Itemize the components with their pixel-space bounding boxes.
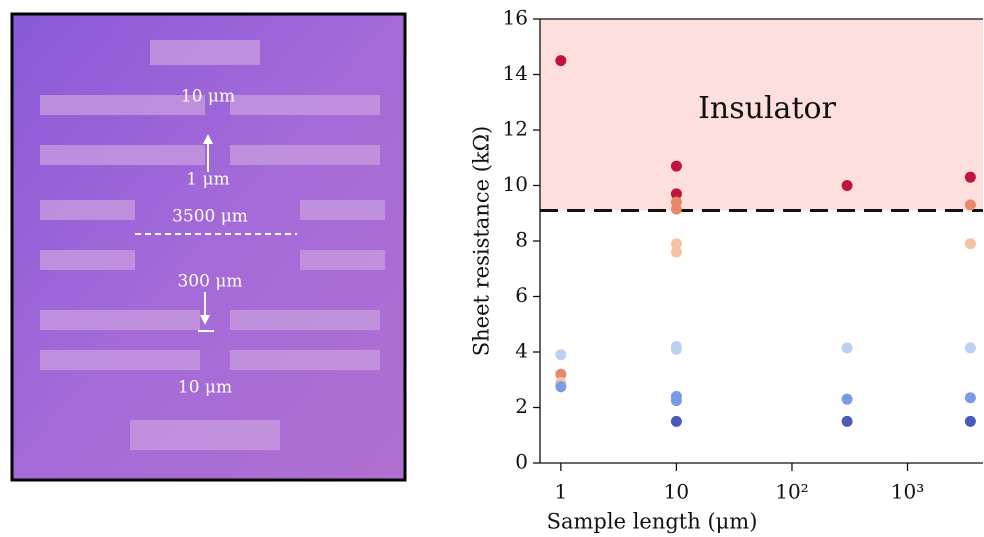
point xyxy=(670,343,682,355)
x-tick-label: 1 xyxy=(554,480,567,504)
point xyxy=(555,55,567,67)
y-tick-label: 10 xyxy=(503,172,528,196)
point xyxy=(964,392,976,404)
x-tick-label: 10² xyxy=(775,480,808,504)
point xyxy=(841,393,853,405)
y-tick-label: 14 xyxy=(503,61,528,85)
point xyxy=(555,381,567,393)
point xyxy=(964,342,976,354)
point xyxy=(964,199,976,211)
point xyxy=(841,415,853,427)
point xyxy=(670,246,682,258)
y-tick-label: 6 xyxy=(515,283,528,307)
image-label: 1 μm xyxy=(186,170,229,190)
point xyxy=(555,349,567,361)
point xyxy=(555,368,567,380)
insulator-region xyxy=(540,19,983,211)
y-tick-label: 12 xyxy=(503,117,528,141)
point xyxy=(841,342,853,354)
y-axis-label: Sheet resistance (kΩ) xyxy=(470,126,494,357)
micrograph: 10 μm 1 μm 3500 μm 300 μm 10 μm xyxy=(10,12,407,482)
point xyxy=(670,160,682,172)
image-label: 300 μm xyxy=(177,272,242,292)
y-tick-label: 8 xyxy=(515,228,528,252)
point xyxy=(841,180,853,191)
image-label: 10 μm xyxy=(178,378,232,398)
point xyxy=(964,171,976,183)
image-label: 3500 μm xyxy=(172,207,248,227)
point xyxy=(670,188,682,200)
region-label: Insulator xyxy=(698,91,836,126)
x-tick-label: 10 xyxy=(664,480,689,504)
y-tick-label: 0 xyxy=(515,450,528,474)
image-label: 10 μm xyxy=(181,87,235,107)
point xyxy=(964,238,976,250)
point xyxy=(670,203,682,215)
point xyxy=(670,415,682,427)
y-tick-label: 2 xyxy=(515,394,528,418)
x-axis-label: Sample length (μm) xyxy=(547,510,758,534)
point xyxy=(670,395,682,407)
x-tick-label: 10³ xyxy=(891,480,924,504)
point xyxy=(964,415,976,427)
y-tick-label: 16 xyxy=(503,6,528,30)
y-tick-label: 4 xyxy=(515,339,528,363)
point xyxy=(670,238,682,250)
